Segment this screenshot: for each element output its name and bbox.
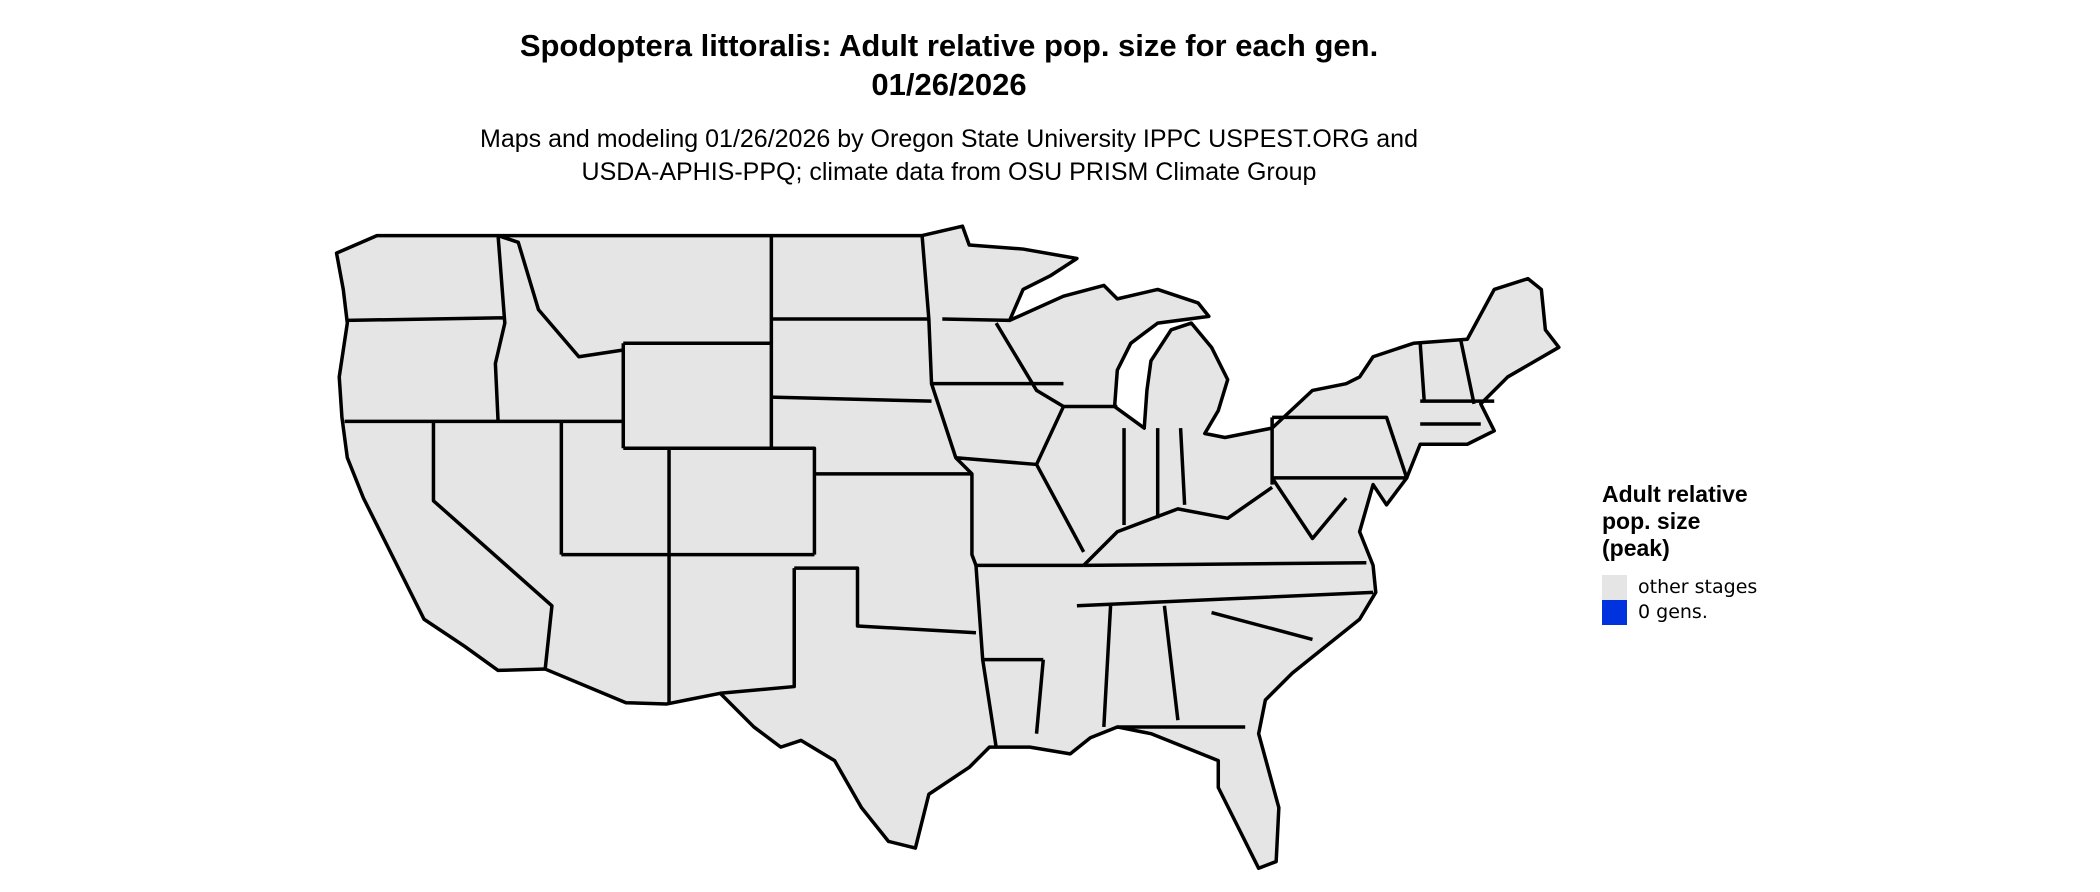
state-borders [344, 233, 1495, 748]
map-title-line1: Spodoptera littoralis: Adult relative po… [519, 28, 1379, 63]
legend-swatch-other-stages [1602, 575, 1627, 600]
legend-swatch-0-gens [1602, 600, 1627, 625]
legend-label-other-stages: other stages [1638, 576, 1758, 598]
map-title-line2: 01/26/2026 [871, 67, 1027, 102]
us-outline [334, 224, 1561, 871]
legend-title-line: (peak) [1602, 535, 1670, 561]
legend-title-line: Adult relative [1602, 481, 1748, 507]
legend-title: Adult relative pop. size (peak) [1602, 481, 1842, 562]
legend-label-0-gens: 0 gens. [1638, 601, 1708, 623]
map-subtitle-line2: USDA-APHIS-PPQ; climate data from OSU PR… [581, 158, 1317, 186]
legend-title-line: pop. size [1602, 508, 1701, 534]
map-subtitle-line1: Maps and modeling 01/26/2026 by Oregon S… [480, 125, 1418, 153]
